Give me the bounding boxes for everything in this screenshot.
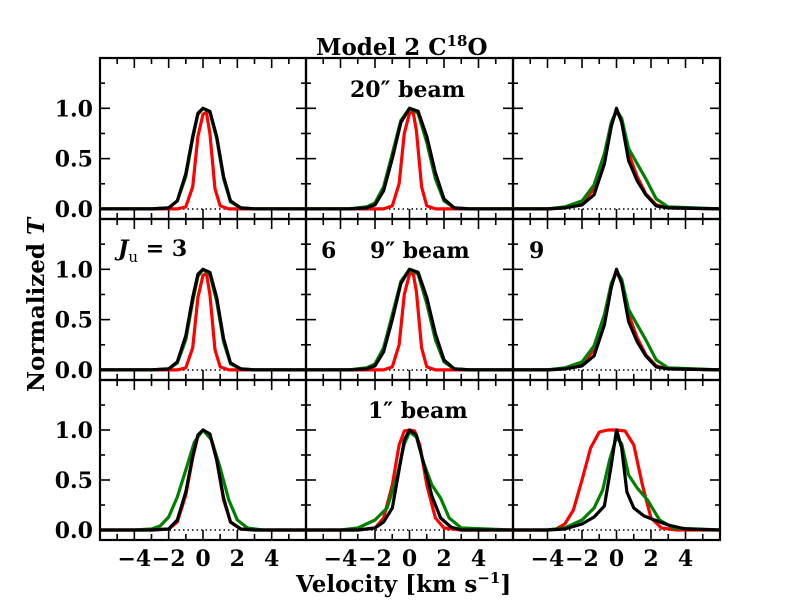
x-tick-label: 2: [436, 546, 451, 572]
x-tick-label: 2: [643, 546, 658, 572]
tick-labels: 0.00.51.00.00.51.00.00.51.0−4 −2 0 2 4 −4 −2 0 2…: [55, 96, 693, 572]
x-tick-label: 2: [230, 546, 245, 572]
x-tick-label: −4: [324, 546, 358, 572]
curve-green-r0-c1: [306, 106, 513, 211]
y-tick-label: 1.0: [55, 418, 93, 444]
curve-black-r2-c2: [513, 428, 721, 532]
curve-red-r2-c1: [306, 428, 513, 532]
curve-black-r2-c1: [306, 428, 513, 532]
x-axis-label: Velocity [km s−1]: [295, 569, 511, 598]
y-tick-label: 0.0: [55, 197, 93, 223]
curve-red-r1-c1: [306, 270, 513, 372]
panel-frame-r2-c2: [511, 378, 722, 542]
curve-black-r1-c0: [100, 267, 306, 372]
curve-red-r1-c0: [100, 271, 306, 372]
row-label-9-beam: 9″ beam: [370, 238, 470, 264]
x-tick-label: −2: [152, 546, 186, 572]
row-label-1-beam: 1″ beam: [368, 398, 468, 424]
column-label-6: 6: [321, 238, 336, 264]
x-tick-label: 0: [195, 546, 210, 572]
chart-title: Model 2 C18O: [316, 32, 488, 61]
curve-black-r2-c0: [100, 428, 306, 532]
curve-green-r2-c1: [306, 430, 514, 532]
curve-red-r2-c0: [100, 428, 306, 532]
panel-frame-r1-c0: [98, 217, 308, 382]
curve-green-r1-c1: [306, 267, 513, 372]
y-tick-label: 0.5: [55, 468, 93, 494]
curve-green-r0-c2: [513, 108, 721, 211]
curve-red-r1-c2: [513, 270, 721, 372]
x-tick-label: 0: [402, 546, 417, 572]
x-tick-label: −4: [531, 546, 565, 572]
curve-red-r0-c2: [513, 109, 721, 211]
curve-green-r2-c0: [100, 428, 306, 532]
y-tick-label: 0.0: [55, 518, 93, 544]
curve-black-r1-c1: [306, 267, 513, 372]
curve-black-r0-c0: [100, 106, 306, 211]
x-tick-label: −4: [117, 546, 151, 572]
x-tick-label: −2: [358, 546, 392, 572]
x-tick-label: 4: [678, 546, 693, 572]
x-tick-label: 4: [471, 546, 486, 572]
x-tick-label: 0: [609, 546, 624, 572]
y-axis-label: Normalized T: [23, 216, 50, 392]
y-tick-label: 0.5: [55, 147, 93, 173]
curve-black-r0-c2: [513, 106, 721, 211]
curve-green-r2-c2: [513, 435, 721, 532]
row-label-20-beam: 20″ beam: [350, 77, 465, 103]
curve-green-r1-c2: [513, 269, 721, 372]
y-tick-label: 1.0: [55, 257, 93, 283]
curve-green-r0-c0: [100, 106, 306, 211]
column-label-9: 9: [529, 238, 544, 264]
x-tick-label: −2: [565, 546, 599, 572]
panel-frame-r0-c0: [98, 56, 308, 221]
y-tick-label: 1.0: [55, 96, 93, 122]
curve-green-r1-c0: [100, 267, 306, 372]
spectral-curves: [100, 106, 721, 532]
x-tick-label: 4: [264, 546, 279, 572]
curve-red-r0-c1: [306, 109, 513, 211]
curve-black-r0-c1: [306, 106, 513, 211]
y-tick-label: 0.5: [55, 308, 93, 334]
curve-black-r1-c2: [513, 267, 721, 372]
curve-red-r0-c0: [100, 110, 306, 211]
panel-frame-r2-c0: [98, 378, 308, 542]
ju-label: Ju = 3: [114, 236, 187, 266]
curve-red-r2-c2: [513, 428, 720, 532]
y-tick-label: 0.0: [55, 358, 93, 384]
panel-frame-r0-c2: [511, 56, 722, 221]
